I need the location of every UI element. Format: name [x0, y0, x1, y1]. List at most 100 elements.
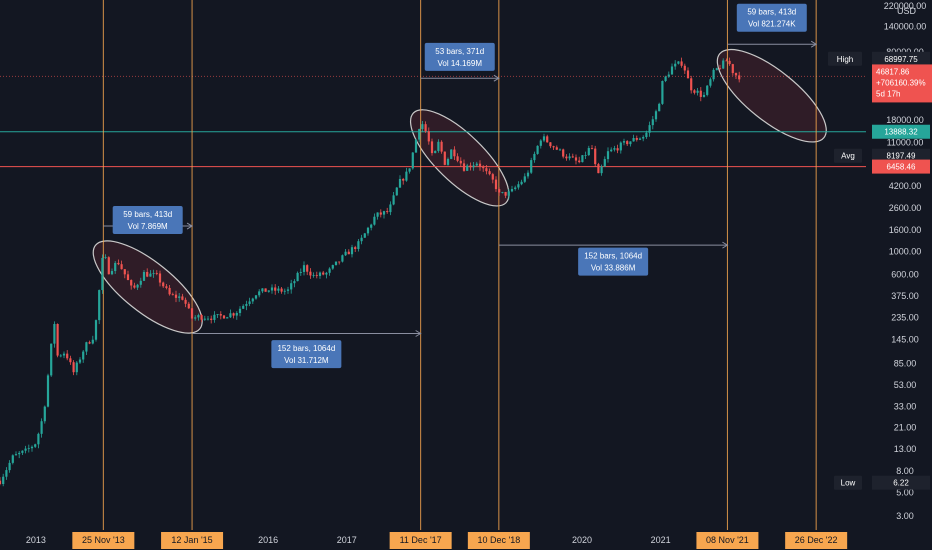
candle-body	[395, 187, 398, 196]
candle-body	[677, 61, 680, 64]
range-bars-label: 59 bars, 413d	[747, 8, 796, 17]
time-axis[interactable]: 2013 2016 2017 2020 2021 25 Nov '13 12 Jan '15…	[0, 530, 932, 550]
candle-body	[203, 318, 206, 320]
candle-body	[542, 136, 546, 141]
price-axis-tick: 2600.00	[889, 203, 922, 213]
range-volume-label: Vol 821.274K	[748, 20, 796, 29]
candle-body	[37, 433, 40, 445]
range-annotations[interactable]: 59 bars, 413d Vol 7.869M 152 bars, 1064d Vo…	[112, 3, 807, 369]
candle-body	[568, 156, 571, 159]
candle-body	[574, 157, 578, 161]
price-tag-label: High	[837, 55, 853, 64]
price-box	[872, 51, 930, 66]
price-box-label: 8197.49	[887, 152, 916, 161]
price-axis-tick: 18000.00	[886, 115, 924, 125]
price-tag-label: Low	[841, 479, 856, 488]
date-marker-label: 25 Nov '13	[82, 535, 125, 545]
date-marker-badge	[389, 532, 452, 549]
range-volume-label: Vol 14.169M	[438, 59, 483, 68]
candle-body	[658, 103, 661, 112]
price-axis-tick: 220000.00	[884, 1, 927, 11]
price-axis-tick: 53.00	[894, 380, 917, 390]
candle-body	[462, 163, 466, 171]
price-axis-tick: 375.00	[891, 291, 919, 301]
price-axis-tick: 5.00	[896, 488, 914, 498]
price-axis-tick: 13.00	[894, 444, 917, 454]
candle-body	[88, 342, 91, 344]
candle-body	[482, 167, 485, 169]
candle-body	[213, 314, 216, 320]
date-marker-label: 26 Dec '22	[795, 535, 838, 545]
candle-body	[229, 313, 232, 318]
candle-body	[638, 138, 642, 140]
candle-body	[78, 359, 82, 363]
candle-body	[187, 303, 190, 309]
date-marker-badge	[785, 532, 848, 549]
range-arrow-icon	[810, 40, 818, 48]
candle-body	[24, 448, 27, 451]
candle-body	[274, 287, 277, 291]
candle-body	[693, 90, 696, 93]
candle-body	[738, 75, 741, 80]
candle-body	[386, 211, 389, 213]
price-box	[872, 475, 930, 490]
price-axis-tick: 1600.00	[889, 225, 922, 235]
candle-body	[334, 261, 338, 266]
candle-body	[494, 179, 498, 190]
range-info-box	[736, 3, 807, 32]
candle-body	[178, 296, 181, 298]
current-price-box	[872, 64, 932, 103]
candle-body	[59, 355, 62, 357]
candle-body	[453, 149, 456, 157]
price-axis-tick: 145.00	[891, 334, 919, 344]
candle-body	[286, 289, 290, 291]
range-volume-label: Vol 33.886M	[591, 264, 636, 273]
candle-body	[696, 90, 699, 93]
price-axis-tick: 600.00	[891, 270, 919, 280]
candle-body	[533, 153, 536, 161]
candle-body	[94, 320, 98, 340]
candle-body	[488, 171, 491, 175]
candle-body	[258, 291, 261, 296]
ellipse-group	[92, 48, 827, 334]
candle-body	[475, 163, 478, 166]
candle-body	[142, 271, 146, 281]
candle-body	[238, 308, 242, 313]
range-bars-label: 152 bars, 1064d	[277, 344, 335, 353]
candle-body	[181, 296, 184, 300]
candle-body	[312, 275, 315, 276]
candle-body	[270, 287, 274, 291]
candle-body	[379, 212, 382, 215]
candle-body	[0, 480, 2, 484]
candles	[0, 57, 741, 487]
candle-body	[382, 211, 386, 215]
candle-body	[354, 247, 357, 250]
candle-body	[219, 314, 222, 316]
candle-body	[526, 172, 530, 177]
candle-body	[210, 318, 213, 320]
candle-body	[370, 224, 373, 228]
candle-body	[670, 66, 674, 75]
date-marker-badge	[696, 532, 759, 549]
candle-body	[699, 90, 702, 97]
candle-body	[120, 264, 123, 270]
candle-body	[114, 262, 117, 272]
price-box-label: 6.22	[893, 479, 909, 488]
candle-body	[302, 265, 306, 272]
candle-body	[680, 61, 683, 66]
date-marker-label: 11 Dec '17	[400, 535, 442, 545]
candle-body	[139, 280, 142, 285]
candle-body	[363, 233, 366, 238]
candle-body	[440, 141, 443, 152]
candle-body	[107, 257, 110, 275]
candle-body	[731, 64, 734, 74]
candle-body	[443, 151, 446, 165]
candle-body	[587, 148, 590, 156]
candle-body	[174, 294, 178, 298]
candle-body	[651, 119, 654, 126]
price-tag	[834, 475, 862, 490]
candle-body	[190, 308, 194, 319]
price-tag	[828, 51, 862, 66]
candle-body	[222, 315, 226, 319]
